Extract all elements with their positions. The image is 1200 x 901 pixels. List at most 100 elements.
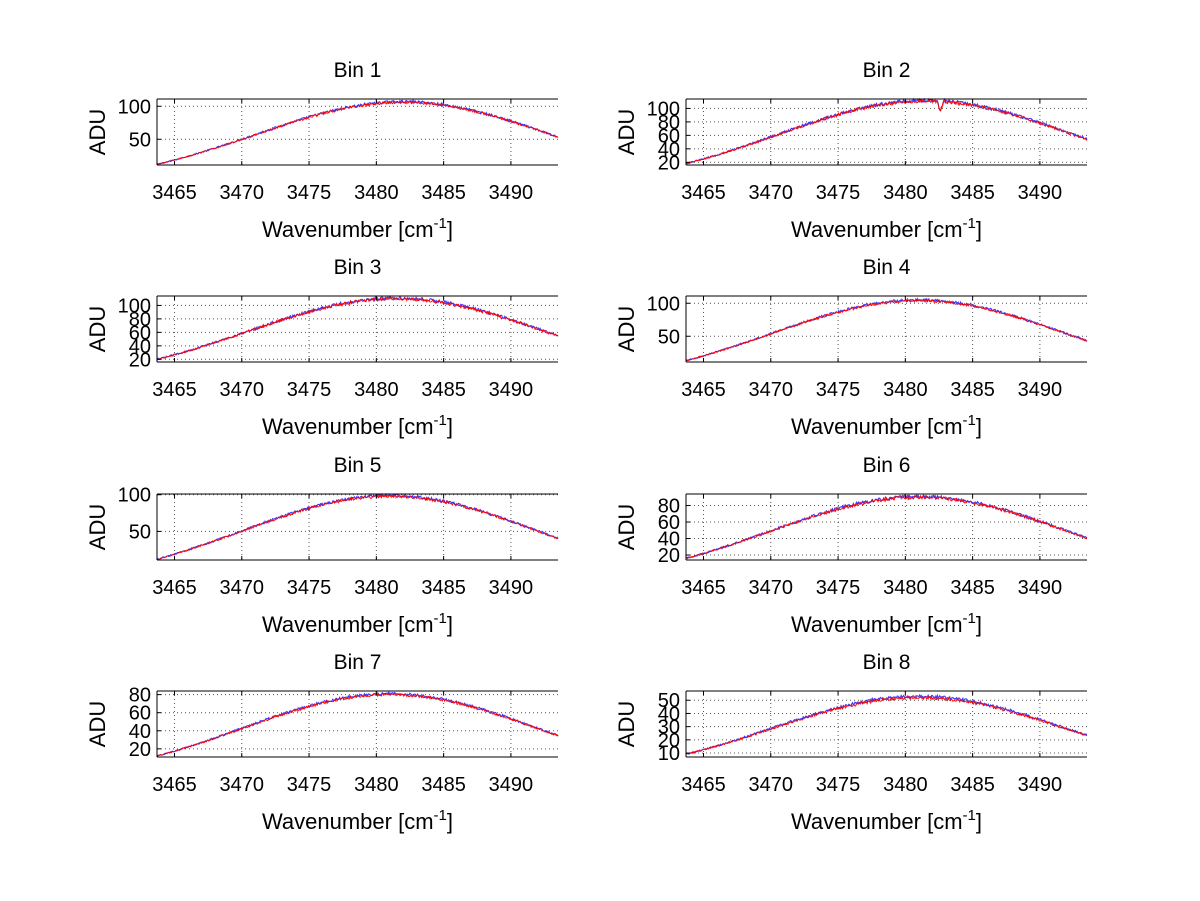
x-axis-label: Wavenumber [cm-1] xyxy=(262,610,453,637)
x-tick-label: 3480 xyxy=(883,182,928,204)
x-tick-label: 3465 xyxy=(681,577,726,599)
x-tick-label: 3480 xyxy=(354,182,399,204)
y-tick-label: 50 xyxy=(129,129,151,151)
y-tick-label: 100 xyxy=(118,295,151,317)
x-axis-label: Wavenumber [cm-1] xyxy=(791,412,982,439)
subplot-bin-1: Bin 1 3465 3470 3475 3480 3485 3490 50 100 ADU Wav… xyxy=(85,59,559,242)
x-tick-label: 3475 xyxy=(287,774,332,796)
x-axis-label-superscript: -1 xyxy=(963,610,976,627)
x-tick-label: 3490 xyxy=(489,577,534,599)
subplot-bin-2: Bin 2 3465 3470 3475 3480 3485 3490 20406080100… xyxy=(614,59,1088,242)
x-tick-label: 3470 xyxy=(749,577,794,599)
x-tick-label: 3480 xyxy=(883,774,928,796)
x-axis-label: Wavenumber [cm-1] xyxy=(791,807,982,834)
x-tick-label: 3485 xyxy=(421,182,466,204)
x-axis-label-superscript: -1 xyxy=(963,215,976,232)
x-tick-label: 3490 xyxy=(1018,774,1063,796)
x-tick-label: 3485 xyxy=(950,774,995,796)
x-axis-label-close: ] xyxy=(447,414,453,439)
x-axis-label-superscript: -1 xyxy=(434,610,447,627)
x-tick-label: 3470 xyxy=(749,182,794,204)
x-tick-label: 3465 xyxy=(152,774,197,796)
subplot-bin-5: Bin 5 3465 3470 3475 3480 3485 3490 50 100 ADU Wav… xyxy=(85,454,559,637)
x-axis-label-close: ] xyxy=(447,612,453,637)
y-tick-label: 20 xyxy=(658,545,680,567)
x-tick-label: 3485 xyxy=(421,774,466,796)
x-tick-label: 3470 xyxy=(220,774,265,796)
y-tick-label: 50 xyxy=(658,326,680,348)
series-line-red xyxy=(685,98,1088,165)
y-axis-label: ADU xyxy=(614,504,639,550)
subplot-bin-3: Bin 3 3465 3470 3475 3480 3485 3490 20406080100… xyxy=(85,256,559,439)
x-axis-label-close: ] xyxy=(976,217,982,242)
subplot-title: Bin 4 xyxy=(863,256,911,279)
x-tick-label: 3470 xyxy=(220,379,265,401)
x-tick-label: 3475 xyxy=(287,577,332,599)
series-line-red xyxy=(156,692,559,757)
x-axis-label-main: Wavenumber [cm xyxy=(791,414,963,439)
x-tick-label: 3465 xyxy=(152,379,197,401)
y-axis-label: ADU xyxy=(85,109,110,155)
series-line-red xyxy=(156,296,559,361)
y-axis-label: ADU xyxy=(85,306,110,352)
x-tick-label: 3480 xyxy=(883,577,928,599)
x-tick-label: 3470 xyxy=(220,577,265,599)
x-tick-label: 3490 xyxy=(489,379,534,401)
x-axis-label-main: Wavenumber [cm xyxy=(791,217,963,242)
subplot-title: Bin 7 xyxy=(334,651,382,674)
series-line-red xyxy=(156,493,559,560)
y-tick-label: 20 xyxy=(658,730,680,752)
x-axis-label: Wavenumber [cm-1] xyxy=(262,807,453,834)
subplot-title: Bin 5 xyxy=(334,454,382,477)
x-tick-label: 3465 xyxy=(152,182,197,204)
y-tick-label: 100 xyxy=(647,293,680,315)
y-tick-label: 40 xyxy=(658,139,680,161)
y-tick-label: 60 xyxy=(658,512,680,534)
x-tick-label: 3490 xyxy=(1018,577,1063,599)
y-tick-label: 20 xyxy=(129,739,151,761)
x-tick-label: 3475 xyxy=(287,182,332,204)
y-axis-label: ADU xyxy=(614,109,639,155)
x-tick-label: 3465 xyxy=(681,774,726,796)
y-axis-label: ADU xyxy=(85,504,110,550)
x-axis-label-main: Wavenumber [cm xyxy=(262,612,434,637)
x-axis-label-superscript: -1 xyxy=(963,807,976,824)
x-axis-label-main: Wavenumber [cm xyxy=(262,809,434,834)
y-tick-label: 40 xyxy=(658,529,680,551)
x-tick-label: 3485 xyxy=(421,379,466,401)
y-tick-label: 50 xyxy=(658,690,680,712)
x-axis-label: Wavenumber [cm-1] xyxy=(791,215,982,242)
subplot-title: Bin 8 xyxy=(863,651,911,674)
y-tick-label: 80 xyxy=(658,112,680,134)
y-tick-label: 30 xyxy=(658,717,680,739)
x-tick-label: 3480 xyxy=(883,379,928,401)
x-axis-label: Wavenumber [cm-1] xyxy=(262,215,453,242)
x-tick-label: 3490 xyxy=(489,774,534,796)
y-axis-label: ADU xyxy=(614,306,639,352)
y-tick-label: 50 xyxy=(129,521,151,543)
x-axis-label-main: Wavenumber [cm xyxy=(262,217,434,242)
x-tick-label: 3480 xyxy=(354,577,399,599)
y-tick-label: 100 xyxy=(647,98,680,120)
subplot-bin-4: Bin 4 3465 3470 3475 3480 3485 3490 50 100 ADU Wav… xyxy=(614,256,1088,439)
x-tick-label: 3475 xyxy=(816,577,861,599)
x-axis-label-superscript: -1 xyxy=(963,412,976,429)
y-tick-label: 100 xyxy=(118,485,151,507)
x-tick-label: 3490 xyxy=(1018,379,1063,401)
subplot-title: Bin 6 xyxy=(863,454,911,477)
series-line-red xyxy=(156,100,559,166)
x-axis-label-superscript: -1 xyxy=(434,807,447,824)
x-tick-label: 3485 xyxy=(950,577,995,599)
y-tick-label: 60 xyxy=(658,125,680,147)
x-tick-label: 3475 xyxy=(816,379,861,401)
x-axis-label-close: ] xyxy=(976,612,982,637)
y-axis-label: ADU xyxy=(85,701,110,747)
y-tick-label: 60 xyxy=(129,322,151,344)
x-tick-label: 3480 xyxy=(354,774,399,796)
subplot-title: Bin 1 xyxy=(334,59,382,82)
x-axis-label-close: ] xyxy=(976,809,982,834)
y-tick-label: 40 xyxy=(129,721,151,743)
